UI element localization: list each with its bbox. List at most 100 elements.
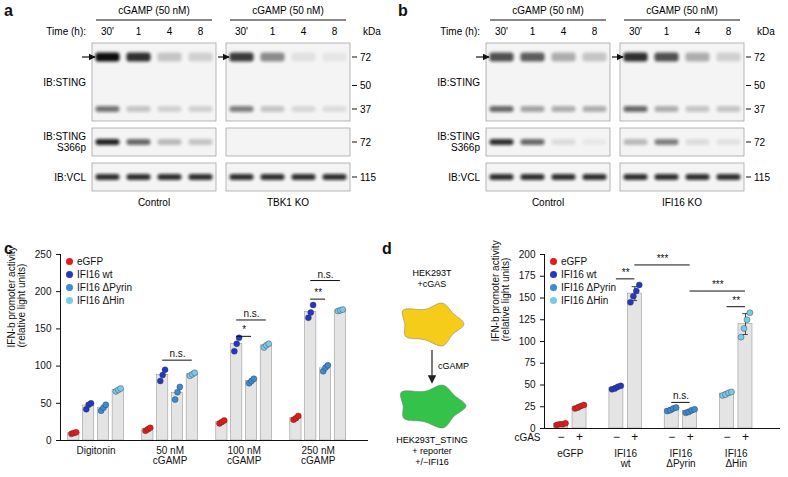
svg-text:1: 1: [136, 26, 142, 37]
svg-text:72: 72: [754, 137, 766, 148]
svg-text:4: 4: [561, 26, 567, 37]
svg-text:25: 25: [524, 401, 536, 412]
svg-text:125: 125: [519, 314, 536, 325]
svg-text:30': 30': [629, 26, 642, 37]
svg-text:72: 72: [360, 52, 372, 63]
svg-text:HEK293T+cGAS: HEK293T+cGAS: [412, 268, 452, 289]
svg-text:cGAMP (50 nM): cGAMP (50 nM): [118, 5, 190, 16]
svg-text:37: 37: [754, 104, 766, 115]
svg-text:50 nMcGAMP: 50 nMcGAMP: [153, 445, 188, 466]
svg-text:8: 8: [726, 26, 732, 37]
svg-text:+: +: [742, 430, 749, 444]
svg-text:−: −: [668, 430, 675, 444]
svg-text:n.s.: n.s.: [317, 269, 333, 280]
svg-text:250: 250: [35, 249, 52, 260]
svg-text:eGFP: eGFP: [557, 448, 583, 459]
svg-text:30': 30': [495, 26, 508, 37]
html-text:b: b: [398, 2, 408, 19]
svg-text:cGAMP (50 nM): cGAMP (50 nM): [252, 5, 324, 16]
svg-text:HEK293T_STING+ reporter+/−IFI1: HEK293T_STING+ reporter+/−IFI16: [396, 435, 468, 467]
svg-text:100: 100: [519, 336, 536, 347]
svg-text:72: 72: [754, 52, 766, 63]
svg-text:8: 8: [332, 26, 338, 37]
svg-text:115: 115: [360, 172, 376, 183]
svg-text:37: 37: [360, 104, 372, 115]
svg-text:−: −: [613, 430, 620, 444]
svg-text:IFN-b promoter activity(relati: IFN-b promoter activity(relative light u…: [6, 246, 27, 347]
svg-text:8: 8: [592, 26, 598, 37]
svg-text:Time (h):: Time (h):: [46, 26, 86, 37]
svg-text:115: 115: [754, 172, 770, 183]
svg-text:50: 50: [754, 80, 766, 91]
svg-text:50: 50: [524, 379, 536, 390]
svg-text:−: −: [558, 430, 565, 444]
html-text:IFI16 wt: IFI16 wt: [561, 269, 597, 280]
html-text:IFI16 ΔPyrin: IFI16 ΔPyrin: [561, 282, 616, 293]
svg-text:cGAMP (50 nM): cGAMP (50 nM): [512, 5, 584, 16]
svg-text:30': 30': [235, 26, 248, 37]
svg-text:150: 150: [519, 292, 536, 303]
svg-text:IFN-b promoter activity(relati: IFN-b promoter activity(relative light u…: [490, 240, 511, 341]
svg-text:IFI16 KO: IFI16 KO: [662, 197, 702, 208]
svg-text:8: 8: [198, 26, 204, 37]
svg-text:0: 0: [46, 435, 52, 446]
svg-text:TBK1 KO: TBK1 KO: [267, 197, 309, 208]
html-text:IFI16 ΔHin: IFI16 ΔHin: [77, 295, 125, 306]
svg-text:IFI16ΔHin: IFI16ΔHin: [725, 448, 748, 469]
svg-text:IB:STING: IB:STING: [437, 77, 480, 88]
svg-text:75: 75: [524, 357, 536, 368]
svg-text:cGAMP: cGAMP: [438, 361, 469, 371]
html-text:d: d: [382, 240, 392, 257]
svg-text:n.s.: n.s.: [673, 390, 689, 401]
html-text:IFI16 ΔPyrin: IFI16 ΔPyrin: [77, 282, 132, 293]
svg-text:cGAMP (50 nM): cGAMP (50 nM): [646, 5, 718, 16]
svg-text:250 nMcGAMP: 250 nMcGAMP: [301, 445, 336, 466]
svg-text:200: 200: [519, 249, 536, 260]
svg-text:+: +: [576, 430, 583, 444]
svg-text:n.s.: n.s.: [243, 308, 259, 319]
svg-text:30': 30': [101, 26, 114, 37]
svg-text:***: ***: [657, 253, 669, 264]
svg-text:4: 4: [695, 26, 701, 37]
svg-text:IB:VCL: IB:VCL: [54, 172, 86, 183]
svg-text:*: *: [242, 324, 246, 335]
svg-text:100 nMcGAMP: 100 nMcGAMP: [227, 445, 262, 466]
svg-text:50: 50: [360, 80, 372, 91]
svg-text:IB:STINGS366p: IB:STINGS366p: [43, 131, 86, 153]
svg-text:4: 4: [167, 26, 173, 37]
svg-text:**: **: [732, 295, 740, 306]
html-text:eGFP: eGFP: [77, 256, 104, 267]
html-text:IFI16 wt: IFI16 wt: [77, 269, 113, 280]
svg-text:−: −: [724, 430, 731, 444]
svg-text:Time (h):: Time (h):: [440, 26, 480, 37]
svg-text:72: 72: [360, 137, 372, 148]
svg-text:175: 175: [519, 270, 536, 281]
svg-text:1: 1: [270, 26, 276, 37]
html-text:eGFP: eGFP: [561, 256, 588, 267]
svg-text:n.s.: n.s.: [169, 348, 185, 359]
svg-text:4: 4: [301, 26, 307, 37]
svg-text:200: 200: [35, 286, 52, 297]
svg-text:150: 150: [35, 323, 52, 334]
svg-text:100: 100: [35, 360, 52, 371]
svg-text:Control: Control: [532, 197, 564, 208]
svg-text:IFI16ΔPyrin: IFI16ΔPyrin: [666, 448, 695, 469]
svg-text:+: +: [631, 430, 638, 444]
svg-text:IB:VCL: IB:VCL: [448, 172, 480, 183]
svg-text:**: **: [622, 267, 630, 278]
svg-text:1: 1: [664, 26, 670, 37]
svg-text:+: +: [687, 430, 694, 444]
svg-text:***: ***: [712, 279, 724, 290]
svg-text:IB:STINGS366p: IB:STINGS366p: [437, 131, 480, 153]
svg-text:IB:STING: IB:STING: [43, 77, 86, 88]
svg-text:50: 50: [40, 398, 52, 409]
svg-text:IFI16wt: IFI16wt: [614, 448, 637, 469]
svg-text:1: 1: [530, 26, 536, 37]
svg-text:Digitonin: Digitonin: [77, 445, 116, 456]
svg-text:kDa: kDa: [757, 26, 775, 37]
svg-text:kDa: kDa: [363, 26, 381, 37]
svg-text:Control: Control: [138, 197, 170, 208]
svg-text:cGAS: cGAS: [514, 432, 540, 443]
svg-text:**: **: [314, 287, 322, 298]
html-text:IFI16 ΔHin: IFI16 ΔHin: [561, 295, 609, 306]
